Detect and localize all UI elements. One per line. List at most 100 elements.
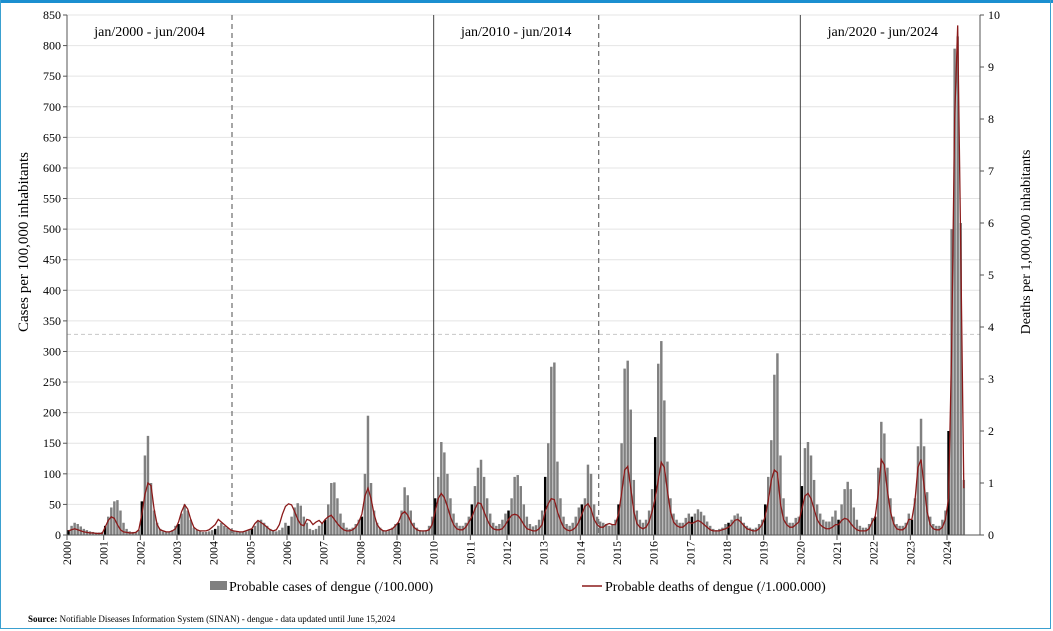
case-bar — [907, 513, 911, 535]
y2-tick-label: 4 — [988, 320, 994, 334]
case-bar — [763, 504, 767, 535]
case-bar — [959, 223, 962, 535]
case-bar — [372, 510, 376, 535]
case-bar — [806, 442, 810, 535]
case-bar — [718, 528, 721, 535]
x-tick-label: 2006 — [280, 541, 294, 565]
x-tick-label: 2014 — [573, 541, 587, 565]
case-bar — [220, 522, 223, 535]
legend-cases-label: Probable cases of dengue (/100.000) — [229, 580, 433, 595]
source-text: Notifiable Diseases Information System (… — [57, 614, 396, 624]
x-tick-label: 2021 — [830, 541, 844, 565]
case-bar — [873, 516, 877, 535]
x-tick-label: 2004 — [207, 541, 221, 565]
case-bar — [348, 528, 351, 535]
period-label: jan/2000 - jun/2004 — [93, 25, 204, 40]
case-bar — [571, 522, 574, 535]
case-bar — [770, 440, 773, 535]
case-bar — [336, 498, 339, 535]
x-tick-label: 2009 — [390, 541, 404, 565]
case-bar — [378, 527, 382, 535]
case-bar — [330, 483, 333, 535]
case-bar — [617, 504, 620, 535]
case-bar — [183, 504, 186, 535]
case-bar — [299, 505, 302, 535]
y-tick-label: 650 — [43, 130, 61, 144]
case-bar — [168, 531, 171, 535]
case-bar — [467, 516, 471, 535]
y-tick-label: 500 — [43, 222, 61, 236]
case-bar — [375, 522, 379, 535]
case-bar — [919, 418, 923, 535]
case-bar — [226, 527, 229, 535]
case-bar — [953, 48, 956, 536]
case-bar — [690, 516, 694, 535]
case-bar — [904, 522, 907, 535]
case-bar — [265, 525, 269, 535]
case-bar — [397, 522, 400, 535]
case-bar — [195, 530, 199, 535]
case-bar — [910, 519, 914, 535]
x-tick-label: 2016 — [647, 541, 661, 565]
case-bar — [189, 519, 192, 535]
case-bar — [433, 498, 437, 535]
case-bar — [773, 374, 776, 535]
case-bar — [880, 421, 883, 535]
case-bar — [323, 519, 327, 535]
gridlines — [67, 14, 980, 505]
case-bar — [705, 521, 709, 535]
y-axis-label: Cases per 100,000 inhabitants — [16, 152, 32, 332]
case-bar — [608, 525, 611, 535]
case-bar — [311, 530, 315, 535]
case-bar — [687, 513, 691, 535]
case-bar — [928, 516, 932, 535]
case-bar — [550, 366, 553, 535]
case-bar — [733, 515, 736, 535]
case-bar — [134, 531, 137, 535]
y-tick-label: 450 — [43, 253, 61, 267]
case-bar — [837, 519, 840, 535]
x-axis-ticks: 2000 2001 2002 2003 2004 2005 2006 2007 2008 2009… — [60, 535, 954, 565]
y2-tick-label: 10 — [988, 8, 1000, 22]
case-bar — [388, 530, 391, 535]
case-bar — [213, 528, 217, 535]
case-bar — [611, 523, 614, 535]
case-bar — [696, 509, 700, 535]
case-bar — [256, 521, 260, 535]
x-tick-label: 2005 — [243, 541, 257, 565]
x-tick-label: 2013 — [537, 541, 551, 565]
case-bar — [574, 516, 577, 535]
case-bar — [479, 459, 483, 535]
case-bar — [217, 525, 220, 535]
x-tick-label: 2011 — [463, 541, 477, 565]
y2-axis-label: Deaths per 1,000,000 inhabitants — [1019, 150, 1034, 335]
x-tick-label: 2007 — [317, 541, 331, 565]
case-bar — [241, 531, 244, 535]
case-bar — [232, 531, 235, 535]
case-bar — [669, 498, 672, 535]
legend: Probable cases of dengue (/100.000) Prob… — [210, 580, 826, 595]
case-bar — [507, 510, 510, 535]
legend-deaths-label: Probable deaths of dengue (/1.000.000) — [605, 580, 826, 595]
case-bar — [605, 523, 608, 535]
y-tick-label: 750 — [43, 69, 61, 83]
case-bar — [140, 501, 144, 535]
case-bar — [412, 522, 416, 535]
case-bar — [415, 527, 419, 535]
case-bar — [482, 476, 486, 535]
case-bar — [846, 481, 849, 535]
case-bar — [238, 531, 241, 535]
y2-tick-label: 0 — [988, 528, 994, 542]
case-bar — [250, 528, 254, 535]
x-tick-label: 2024 — [940, 541, 954, 565]
case-bar — [171, 530, 174, 535]
case-bar — [317, 525, 321, 535]
y2-tick-label: 1 — [988, 476, 994, 490]
case-bar — [831, 516, 834, 535]
right-axis-ticks: 0 1 2 3 4 5 6 7 8 9 10 — [980, 8, 1000, 542]
case-bar — [785, 516, 788, 535]
case-bar — [253, 525, 257, 535]
case-bar — [586, 464, 590, 535]
cases-bars — [67, 36, 966, 536]
case-bar — [883, 433, 886, 535]
